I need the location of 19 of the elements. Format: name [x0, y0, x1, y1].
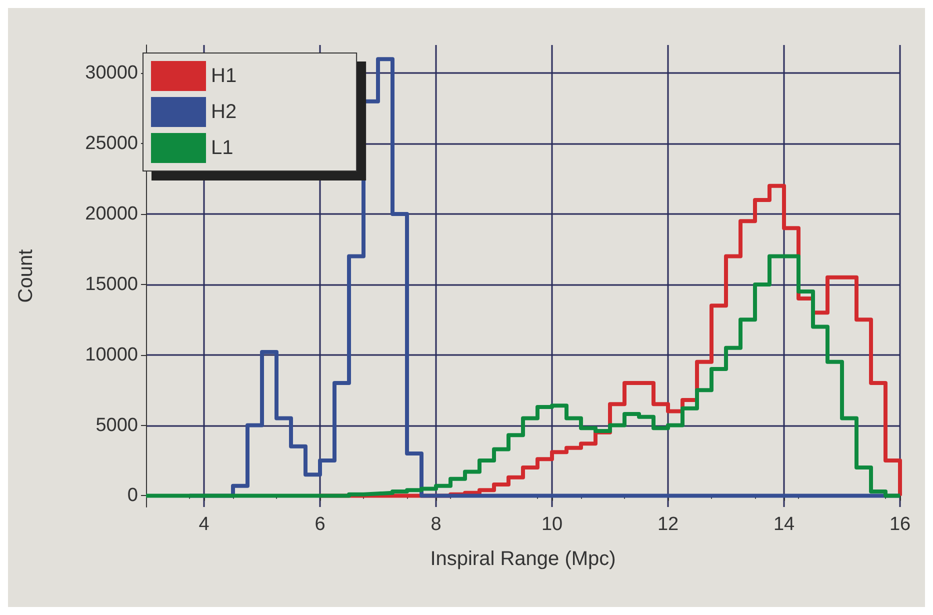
legend-label: H1 [211, 65, 237, 87]
y-tick-label: 30000 [85, 62, 138, 84]
x-tick-label: 14 [773, 514, 795, 535]
x-tick-label: 6 [314, 514, 326, 535]
y-tick-label: 10000 [85, 344, 138, 366]
x-tick-label: 8 [430, 514, 442, 535]
y-tick-label: 15000 [85, 274, 138, 295]
y-tick-label: 25000 [85, 133, 138, 154]
y-axis-title: Count [15, 248, 37, 303]
x-tick-label: 10 [541, 514, 563, 535]
y-tick-label: 0 [127, 485, 138, 506]
legend-label: L1 [211, 137, 234, 159]
legend-label: H2 [211, 101, 237, 123]
y-tick-label: 20000 [85, 204, 138, 225]
y-tick-label: 5000 [96, 414, 138, 436]
x-tick-label: 16 [889, 514, 911, 535]
x-axis-title: Inspiral Range (Mpc) [430, 548, 616, 570]
x-tick-label: 4 [198, 514, 210, 535]
x-tick-label: 12 [657, 514, 679, 535]
